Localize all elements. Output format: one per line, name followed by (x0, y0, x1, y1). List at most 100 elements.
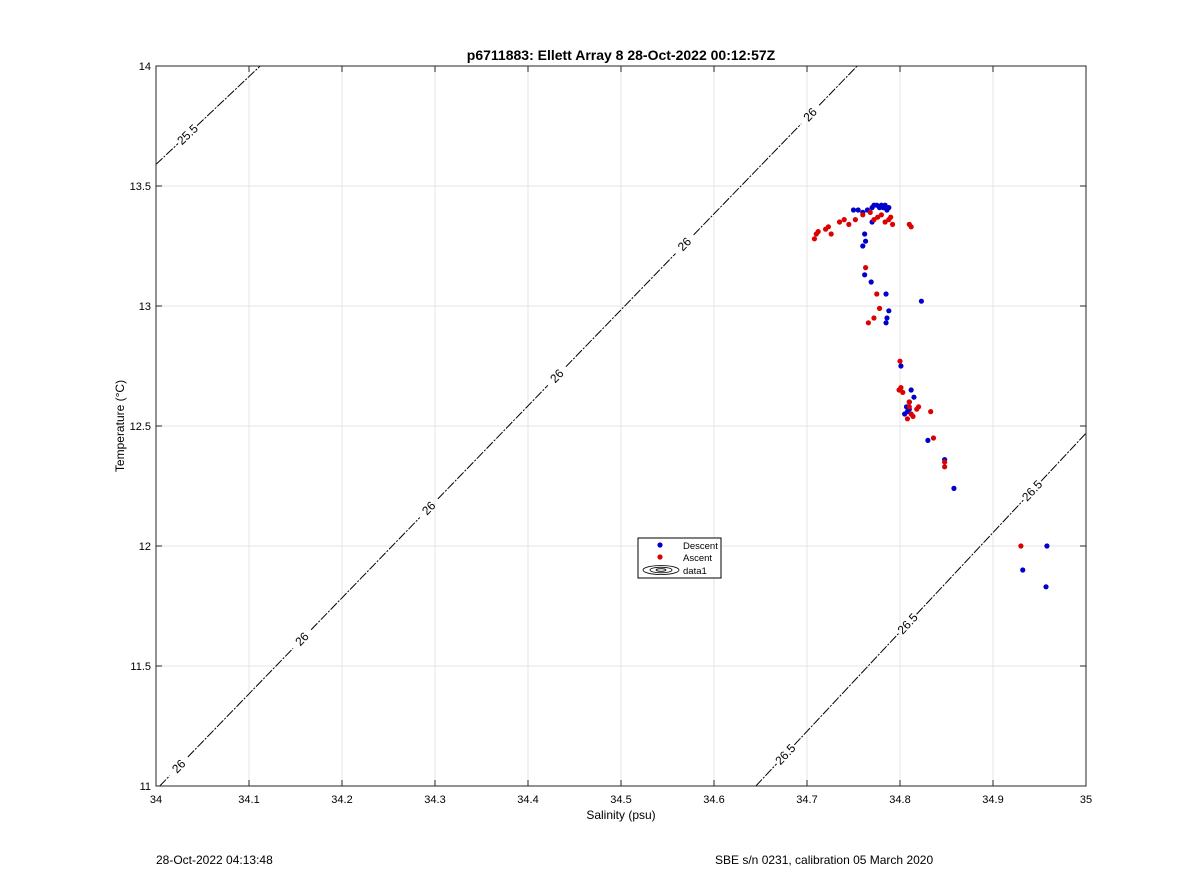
x-tick-label: 35 (1080, 794, 1092, 806)
contour-line-segment (187, 648, 294, 758)
descent-point (860, 243, 866, 249)
ascent-point (871, 217, 877, 223)
legend-descent-label: Descent (683, 541, 718, 552)
descent-point (884, 315, 890, 321)
ascent-point (846, 221, 852, 227)
descent-point (1043, 584, 1049, 590)
descent-point (951, 485, 957, 491)
contour-line-segment (693, 123, 802, 236)
descent-point (862, 231, 868, 237)
x-tick-label: 34.6 (703, 794, 724, 806)
descent-point (850, 207, 857, 213)
descent-point (898, 363, 904, 369)
chart-title: p6711883: Ellett Array 8 28-Oct-2022 00:… (467, 47, 776, 63)
x-axis-label: Salinity (psu) (586, 808, 655, 822)
ascent-point (897, 358, 903, 364)
legend-contour-icon (642, 565, 680, 575)
y-tick-label: 13.5 (130, 181, 151, 193)
y-tick-label: 12.5 (130, 421, 151, 433)
y-tick-label: 13 (139, 301, 151, 313)
contour-line-segment (310, 517, 421, 631)
descent-point (925, 437, 931, 443)
ascent-point (916, 404, 922, 410)
axis-ticks: 34 34.1 34.2 34.3 34.4 34.5 34.6 34.7 34.8 34.9 35… (130, 61, 1093, 806)
legend-descent-marker (657, 542, 663, 548)
contour-line-segment (565, 253, 676, 367)
ascent-point (928, 409, 934, 415)
descent-point (886, 308, 892, 314)
ascent-point (878, 212, 885, 218)
ascent-point (888, 214, 894, 220)
x-tick-label: 34.7 (796, 794, 817, 806)
descent-point (911, 394, 917, 400)
y-tick-label: 14 (139, 61, 151, 73)
ascent-point (841, 217, 847, 223)
contour-line-segment (916, 499, 1024, 615)
contour-line-segment (793, 632, 900, 746)
ascent-point (867, 209, 873, 215)
descent-point (886, 205, 892, 211)
contour-line-segment (437, 384, 549, 500)
footer-timestamp: 28-Oct-2022 04:13:48 (156, 853, 273, 867)
ascent-point (875, 214, 881, 220)
legend-ascent-label: Ascent (683, 553, 712, 564)
data-points (811, 202, 1050, 590)
descent-point (908, 387, 914, 393)
ascent-point (865, 320, 871, 326)
ascent-point (836, 219, 843, 225)
contour-label: 26 (419, 498, 439, 518)
ascent-point (900, 389, 906, 395)
ascent-point (828, 231, 834, 237)
ascent-point (874, 291, 880, 297)
contour-label: 26 (800, 105, 820, 125)
ascent-point (876, 305, 883, 311)
ascent-point (910, 413, 916, 419)
y-axis-label: Temperature (°C) (113, 380, 127, 472)
contour-label: 26 (547, 366, 567, 386)
descent-point (882, 202, 888, 208)
ascent-point (871, 315, 877, 321)
ascent-point (860, 212, 866, 218)
contour-line-segment (755, 763, 777, 786)
contour-line-segment (156, 143, 179, 165)
ascent-point (906, 404, 912, 410)
ascent-point (904, 416, 911, 422)
contour-line-segment (1040, 432, 1086, 482)
ascent-point (942, 464, 948, 470)
ascent-point (906, 399, 912, 405)
ascent-point (825, 224, 831, 230)
ascent-point (862, 265, 869, 271)
descent-point (883, 320, 889, 326)
y-tick-label: 12 (139, 541, 151, 553)
ascent-point (889, 221, 896, 227)
x-tick-label: 34.4 (517, 794, 538, 806)
y-tick-label: 11.5 (130, 661, 151, 673)
descent-point (918, 298, 924, 304)
x-tick-label: 34.8 (889, 794, 910, 806)
grid-lines (156, 66, 1086, 786)
descent-point (883, 291, 889, 297)
y-tick-label: 11 (140, 781, 151, 793)
ascent-point (815, 229, 821, 235)
contour-label: 26 (675, 234, 695, 254)
x-tick-label: 34.2 (331, 794, 352, 806)
ascent-point (906, 221, 912, 227)
ascent-point (1018, 543, 1024, 549)
contour-label: 26 (292, 629, 312, 649)
contour-label: 26 (169, 756, 189, 776)
contour-line-segment (196, 66, 261, 127)
contour-line-segment (818, 66, 858, 106)
x-tick-label: 34 (150, 794, 162, 806)
contour-line-segment (159, 775, 171, 786)
descent-point (855, 207, 861, 213)
descent-point (1020, 567, 1026, 573)
x-tick-label: 34.1 (238, 794, 259, 806)
ascent-point (882, 219, 888, 225)
legend-data1-label: data1 (683, 566, 707, 577)
descent-point (862, 238, 869, 244)
footer-calibration: SBE s/n 0231, calibration 05 March 2020 (715, 853, 934, 867)
ascent-point (811, 236, 818, 242)
legend-ascent-marker (657, 554, 663, 560)
x-tick-label: 34.5 (610, 794, 631, 806)
